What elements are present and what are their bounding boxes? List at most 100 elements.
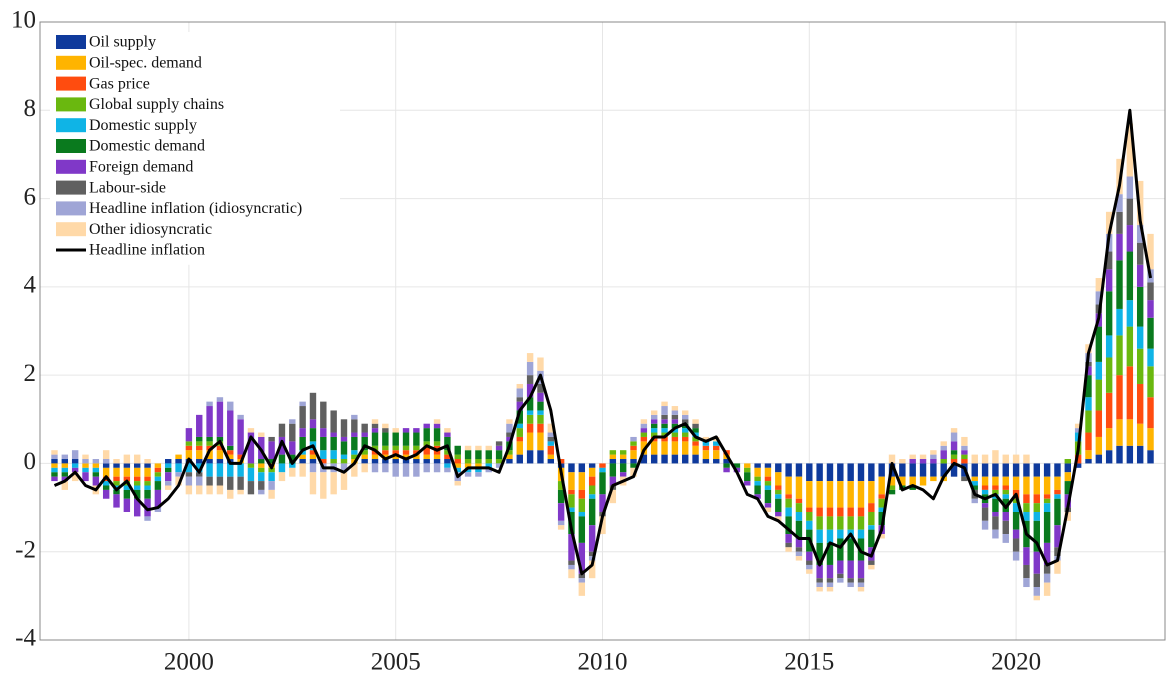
bar-segment	[216, 485, 224, 495]
bar-segment	[754, 485, 761, 495]
bar-segment	[102, 481, 110, 486]
bar-segment	[402, 428, 410, 433]
bar-segment	[754, 467, 761, 477]
bar-segment	[1043, 503, 1051, 512]
bar-segment	[764, 476, 772, 482]
bar-segment	[909, 485, 916, 490]
bar-segment	[475, 450, 482, 460]
x-tick-label: 2000	[164, 649, 214, 676]
bar-segment	[806, 564, 813, 570]
bar-segment	[754, 463, 761, 468]
bar-segment	[433, 428, 441, 442]
bar-segment	[650, 414, 658, 420]
bar-segment	[857, 560, 865, 579]
bar-segment	[650, 423, 658, 429]
bar-segment	[547, 454, 555, 460]
bar-segment	[837, 481, 844, 508]
bar-segment	[692, 441, 699, 446]
bar-segment	[537, 432, 544, 451]
bar-segment	[588, 551, 596, 557]
bar-segment	[361, 423, 368, 433]
bar-segment	[630, 441, 637, 446]
bar-segment	[1002, 511, 1009, 521]
bar-segment	[1012, 498, 1020, 504]
bar-segment	[682, 436, 689, 442]
bar-segment	[1136, 264, 1144, 287]
bar-segment	[568, 534, 575, 561]
bar-segment	[392, 459, 399, 464]
bar-segment	[1095, 361, 1103, 380]
bar-segment	[51, 463, 58, 468]
bar-segment	[185, 445, 193, 451]
bar-segment	[1095, 291, 1103, 305]
bar-segment	[423, 454, 430, 460]
bar-segment	[185, 441, 193, 446]
bar-segment	[1105, 291, 1113, 336]
bar-segment	[506, 423, 513, 433]
bar-segment	[206, 401, 213, 407]
bar-segment	[857, 587, 865, 592]
bar-segment	[868, 481, 875, 504]
bar-segment	[733, 463, 741, 468]
bar-segment	[909, 454, 916, 460]
bar-segment	[516, 383, 523, 389]
bar-segment	[413, 445, 420, 451]
bar-segment	[795, 551, 803, 557]
bar-segment	[227, 463, 234, 477]
bar-segment	[1095, 278, 1103, 292]
bar-segment	[444, 459, 451, 464]
bar-segment	[578, 582, 586, 596]
bar-segment	[382, 432, 389, 446]
bar-segment	[847, 463, 854, 482]
bar-segment	[444, 436, 451, 451]
bar-segment	[795, 556, 803, 561]
bar-segment	[227, 401, 234, 411]
legend-swatch	[56, 222, 86, 237]
bar-segment	[268, 441, 275, 460]
bar-segment	[816, 507, 823, 517]
bar-segment	[1002, 489, 1009, 495]
bar-segment	[237, 463, 244, 477]
bar-segment	[806, 511, 813, 521]
bar-segment	[744, 472, 751, 482]
bar-segment	[640, 428, 648, 433]
bar-segment	[878, 463, 885, 477]
bar-segment	[806, 520, 813, 530]
bar-segment	[1105, 392, 1113, 429]
bar-segment	[578, 472, 586, 490]
bar-segment	[1136, 326, 1144, 349]
bar-segment	[630, 463, 637, 468]
bar-segment	[351, 450, 358, 455]
bar-segment	[258, 467, 265, 473]
bar-segment	[392, 432, 399, 446]
bar-segment	[630, 436, 637, 442]
bar-segment	[826, 516, 834, 530]
bar-segment	[661, 428, 668, 433]
bar-segment	[537, 392, 544, 402]
bar-segment	[568, 463, 575, 473]
bar-segment	[950, 441, 958, 451]
bar-segment	[909, 476, 916, 486]
bar-segment	[206, 485, 213, 495]
bar-segment	[144, 498, 151, 517]
bar-segment	[402, 463, 410, 477]
bar-segment	[1126, 198, 1134, 226]
bar-segment	[1054, 498, 1061, 526]
bar-segment	[464, 450, 472, 460]
bar-segment	[868, 525, 875, 530]
bar-segment	[930, 454, 937, 460]
bar-segment	[330, 472, 337, 495]
bar-segment	[1116, 211, 1123, 234]
bar-segment	[692, 436, 699, 442]
bar-segment	[1064, 463, 1072, 473]
bar-segment	[816, 481, 823, 508]
bar-segment	[1116, 308, 1123, 336]
bar-segment	[371, 450, 379, 455]
bar-segment	[206, 476, 213, 486]
bar-segment	[154, 507, 162, 512]
bar-segment	[816, 582, 823, 588]
bar-segment	[640, 423, 648, 429]
bar-segment	[516, 401, 523, 411]
bar-segment	[423, 423, 430, 429]
bar-segment	[888, 489, 896, 495]
